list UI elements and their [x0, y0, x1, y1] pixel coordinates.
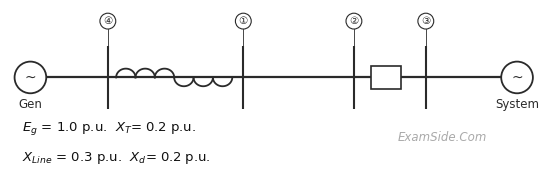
- Bar: [371, 66, 401, 89]
- Text: ③: ③: [421, 16, 430, 26]
- Text: ~: ~: [511, 70, 523, 84]
- Text: ExamSide.Com: ExamSide.Com: [398, 131, 488, 144]
- Text: ④: ④: [103, 16, 112, 26]
- Text: ~: ~: [24, 70, 36, 84]
- Circle shape: [100, 13, 116, 29]
- Text: $E_g$ = 1.0 p.u.  $X_T$= 0.2 p.u.: $E_g$ = 1.0 p.u. $X_T$= 0.2 p.u.: [22, 120, 196, 137]
- Text: $X_{Line}$ = 0.3 p.u.  $X_d$= 0.2 p.u.: $X_{Line}$ = 0.3 p.u. $X_d$= 0.2 p.u.: [22, 150, 211, 166]
- Text: ②: ②: [349, 16, 358, 26]
- Circle shape: [14, 62, 46, 93]
- Circle shape: [236, 13, 251, 29]
- Circle shape: [418, 13, 434, 29]
- Text: Gen: Gen: [18, 98, 43, 111]
- Circle shape: [346, 13, 362, 29]
- Circle shape: [501, 62, 533, 93]
- Text: System: System: [495, 98, 539, 111]
- Text: ①: ①: [239, 16, 248, 26]
